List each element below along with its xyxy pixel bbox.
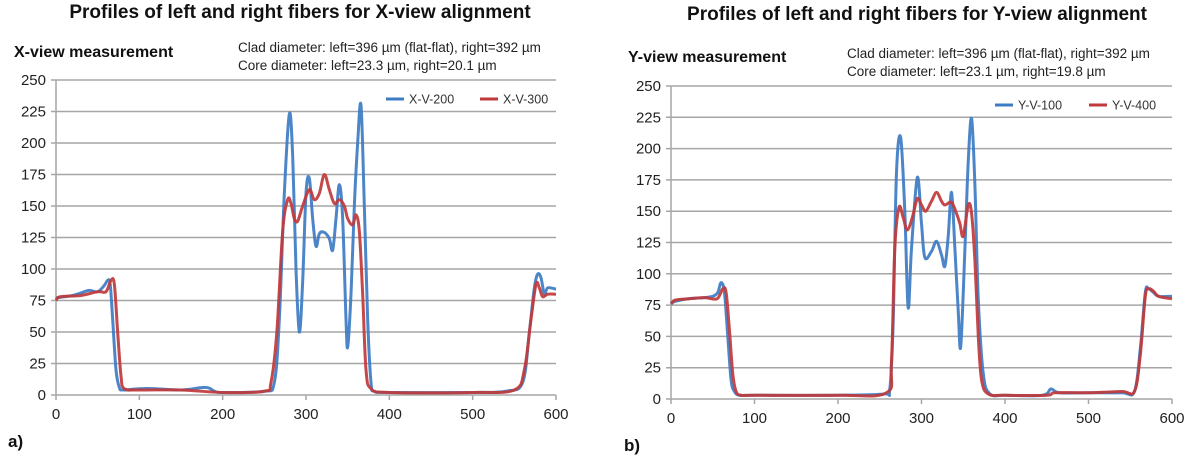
legend-label: X-V-200 xyxy=(409,93,454,107)
y-tick-label: 175 xyxy=(636,172,661,189)
x-tick-label: 500 xyxy=(1076,410,1101,427)
chart-subtitle: Y-view measurement xyxy=(628,49,787,66)
panel-label: b) xyxy=(624,436,640,455)
annotation: Core diameter: left=23.3 µm, right=20.1 … xyxy=(238,58,497,73)
chart-panel-b: Profiles of left and right fibers for Y-… xyxy=(624,4,1185,455)
y-tick-label: 150 xyxy=(21,198,46,215)
y-tick-label: 50 xyxy=(644,328,661,345)
x-tick-label: 100 xyxy=(742,410,767,427)
x-tick-label: 600 xyxy=(1159,410,1184,427)
y-tick-label: 250 xyxy=(636,78,661,95)
chart-title: Profiles of left and right fibers for Y-… xyxy=(687,4,1148,25)
y-tick-label: 0 xyxy=(38,387,46,404)
annotation: Clad diameter: left=396 µm (flat-flat), … xyxy=(238,40,541,55)
x-tick-label: 200 xyxy=(825,410,850,427)
y-tick-label: 225 xyxy=(636,109,661,126)
panel-label: a) xyxy=(8,432,23,451)
x-tick-label: 400 xyxy=(992,410,1017,427)
legend-label: Y-V-400 xyxy=(1112,99,1156,113)
chart-subtitle: X-view measurement xyxy=(14,44,174,61)
series-line-Y-V-400 xyxy=(669,190,1173,398)
y-tick-label: 225 xyxy=(21,104,46,121)
y-tick-label: 25 xyxy=(29,356,46,373)
y-tick-label: 200 xyxy=(21,135,46,152)
y-tick-label: 200 xyxy=(636,141,661,158)
y-tick-label: 50 xyxy=(29,324,46,341)
series-line-Y-V-100 xyxy=(670,116,1173,398)
y-tick-label: 125 xyxy=(636,235,661,252)
y-tick-label: 100 xyxy=(21,261,46,278)
x-tick-label: 500 xyxy=(460,406,485,423)
legend-label: X-V-300 xyxy=(503,93,548,107)
y-tick-label: 0 xyxy=(653,391,661,408)
y-tick-label: 100 xyxy=(636,266,661,283)
x-tick-label: 600 xyxy=(543,406,568,423)
y-tick-label: 125 xyxy=(21,230,46,247)
chart-title: Profiles of left and right fibers for X-… xyxy=(69,2,531,23)
x-tick-label: 300 xyxy=(909,410,934,427)
annotation: Clad diameter: left=396 µm (flat-flat), … xyxy=(847,46,1150,61)
annotation: Core diameter: left=23.1 µm, right=19.8 … xyxy=(847,64,1106,79)
y-tick-label: 150 xyxy=(636,203,661,220)
series-line-X-V-300 xyxy=(54,172,557,395)
x-tick-label: 0 xyxy=(52,406,60,423)
legend-label: Y-V-100 xyxy=(1018,99,1062,113)
x-tick-label: 400 xyxy=(377,406,402,423)
y-tick-label: 175 xyxy=(21,167,46,184)
x-tick-label: 300 xyxy=(293,406,318,423)
y-tick-label: 25 xyxy=(644,360,661,377)
y-tick-label: 250 xyxy=(21,72,46,89)
x-tick-label: 100 xyxy=(127,406,152,423)
y-tick-label: 75 xyxy=(644,297,661,314)
series-line-X-V-200 xyxy=(55,101,557,395)
y-tick-label: 75 xyxy=(29,293,46,310)
x-tick-label: 0 xyxy=(667,410,675,427)
chart-panel-a: Profiles of left and right fibers for X-… xyxy=(8,2,569,451)
x-tick-label: 200 xyxy=(210,406,235,423)
